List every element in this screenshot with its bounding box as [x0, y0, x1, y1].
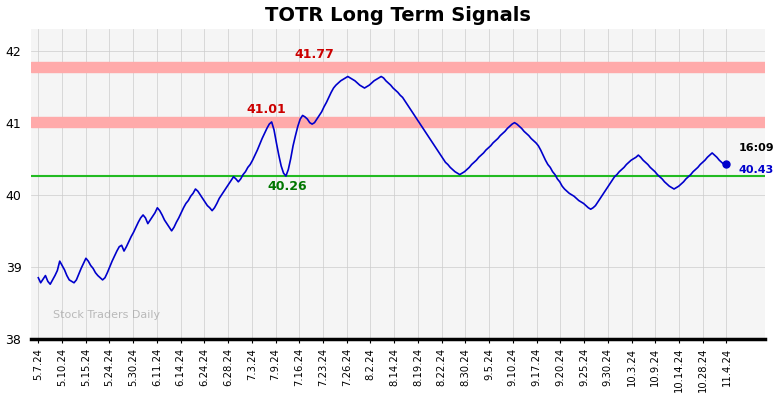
Text: 41.01: 41.01	[246, 103, 286, 116]
Bar	[31, 62, 764, 72]
Text: Stock Traders Daily: Stock Traders Daily	[53, 310, 160, 320]
Bar	[31, 117, 764, 127]
Title: TOTR Long Term Signals: TOTR Long Term Signals	[265, 6, 531, 25]
Text: 41.77: 41.77	[295, 48, 334, 61]
Text: 40.43: 40.43	[739, 164, 774, 175]
Text: 16:09: 16:09	[739, 143, 774, 153]
Text: 40.26: 40.26	[267, 180, 307, 193]
